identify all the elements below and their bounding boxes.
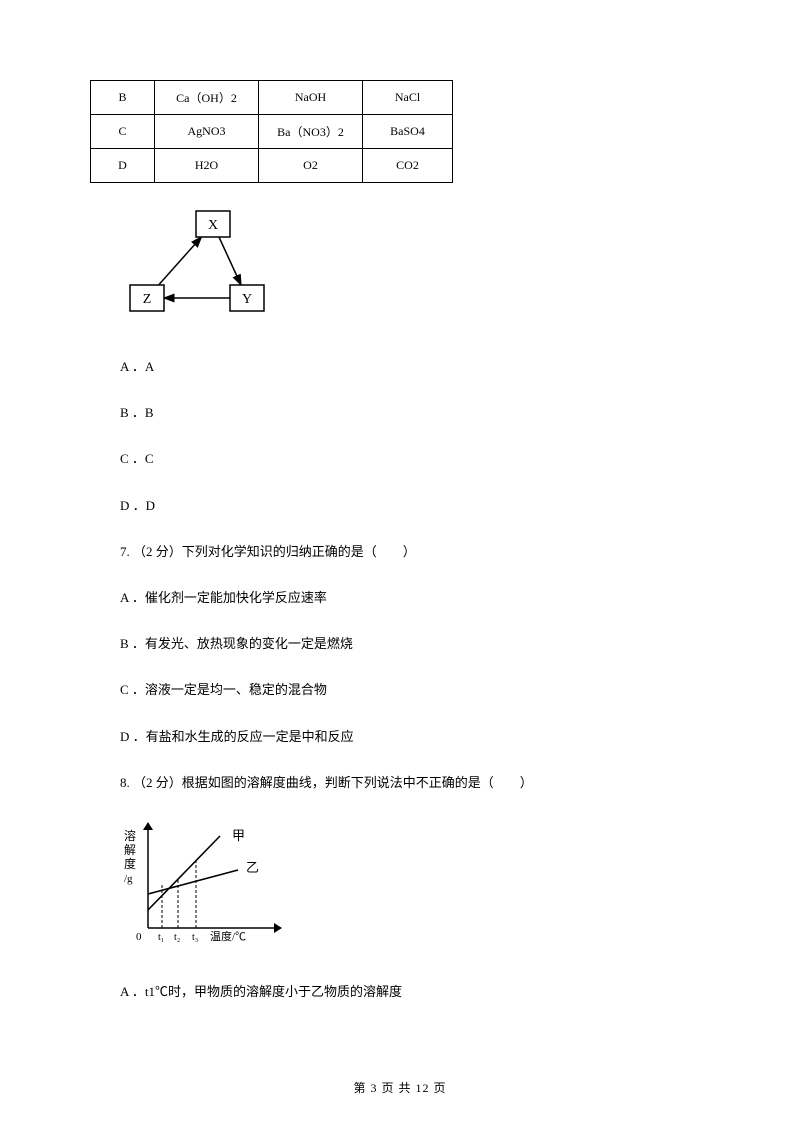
xyz-diagram: X Z Y xyxy=(120,205,710,330)
cell: O2 xyxy=(259,149,363,183)
solubility-svg: 甲乙 溶解度/g 0 t₁ t₂ t₃ 温度/℃ xyxy=(120,820,290,950)
svg-text:X: X xyxy=(208,218,218,233)
cell: B xyxy=(91,81,155,115)
xyz-svg: X Z Y xyxy=(120,205,290,325)
svg-text:Y: Y xyxy=(242,292,252,307)
cell: Ca（OH）2 xyxy=(155,81,259,115)
q7-option-b: B ．有发光、放热现象的变化一定是燃烧 xyxy=(120,635,710,653)
chemical-table: B Ca（OH）2 NaOH NaCl C AgNO3 Ba（NO3）2 BaS… xyxy=(90,80,453,183)
page-footer: 第 3 页 共 12 页 xyxy=(0,1079,800,1096)
option-a: A ．A xyxy=(120,358,710,376)
cell: Ba（NO3）2 xyxy=(259,115,363,149)
svg-text:t₂: t₂ xyxy=(174,932,180,943)
svg-text:解: 解 xyxy=(124,843,136,857)
q8-stem: 8. （2 分）根据如图的溶解度曲线，判断下列说法中不正确的是（ ） xyxy=(120,774,710,792)
table-row: D H2O O2 CO2 xyxy=(91,149,453,183)
svg-text:度: 度 xyxy=(124,856,136,871)
svg-text:温度/℃: 温度/℃ xyxy=(210,929,246,943)
q7-option-c: C ．溶液一定是均一、稳定的混合物 xyxy=(120,681,710,699)
solubility-chart: 甲乙 溶解度/g 0 t₁ t₂ t₃ 温度/℃ xyxy=(120,820,710,955)
q7-option-d: D ．有盐和水生成的反应一定是中和反应 xyxy=(120,728,710,746)
svg-text:溶: 溶 xyxy=(124,828,136,843)
cell: C xyxy=(91,115,155,149)
cell: AgNO3 xyxy=(155,115,259,149)
svg-text:甲: 甲 xyxy=(232,828,245,843)
option-c: C ．C xyxy=(120,450,710,468)
cell: BaSO4 xyxy=(363,115,453,149)
svg-text:t₁: t₁ xyxy=(158,932,164,943)
table-row: B Ca（OH）2 NaOH NaCl xyxy=(91,81,453,115)
cell: NaOH xyxy=(259,81,363,115)
svg-text:Z: Z xyxy=(143,292,152,307)
svg-text:t₃: t₃ xyxy=(192,932,198,943)
q8-option-a: A ．t1℃时，甲物质的溶解度小于乙物质的溶解度 xyxy=(120,983,710,1001)
svg-text:0: 0 xyxy=(136,931,142,943)
cell: D xyxy=(91,149,155,183)
cell: CO2 xyxy=(363,149,453,183)
q7-option-a: A ．催化剂一定能加快化学反应速率 xyxy=(120,589,710,607)
cell: H2O xyxy=(155,149,259,183)
cell: NaCl xyxy=(363,81,453,115)
svg-text:乙: 乙 xyxy=(246,860,259,875)
q7-stem: 7. （2 分）下列对化学知识的归纳正确的是（ ） xyxy=(120,543,710,561)
option-b: B ．B xyxy=(120,404,710,422)
option-d: D ．D xyxy=(120,497,710,515)
table-row: C AgNO3 Ba（NO3）2 BaSO4 xyxy=(91,115,453,149)
svg-text:/g: /g xyxy=(124,873,133,885)
